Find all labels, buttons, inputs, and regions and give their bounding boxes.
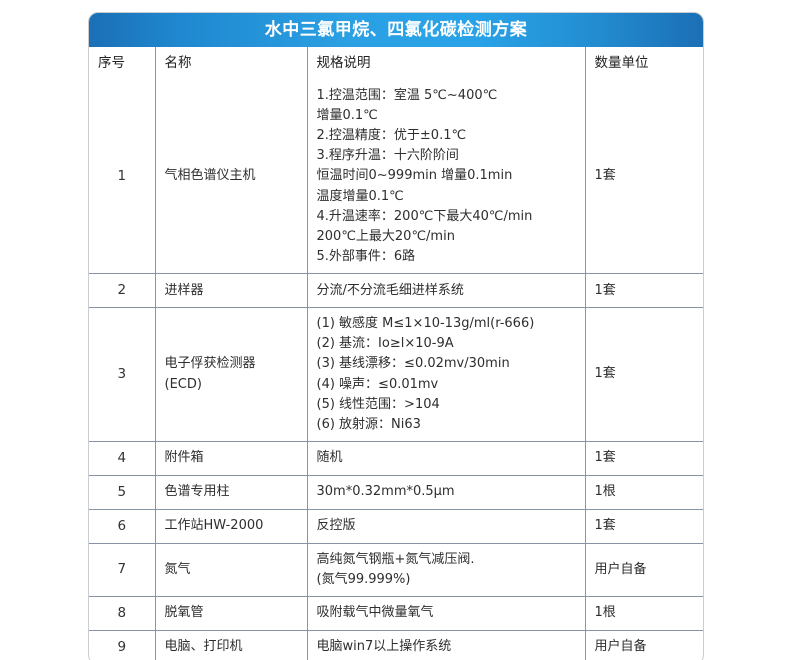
cell-no: 1 bbox=[89, 79, 156, 275]
table-header: 序号 名称 规格说明 数量单位 bbox=[89, 47, 703, 80]
cell-no: 7 bbox=[89, 542, 156, 598]
cell-name: 进样器 bbox=[154, 273, 308, 309]
table-row: 5 色谱专用柱 30m*0.32mm*0.5μm 1根 bbox=[89, 474, 703, 510]
cell-spec: 反控版 bbox=[306, 508, 586, 544]
table-row: 1 气相色谱仪主机 1.控温范围：室温 5℃~400℃ 增量0.1℃ 2.控温精度：… bbox=[89, 79, 703, 275]
table-row: 4 附件箱 随机 1套 bbox=[89, 440, 703, 476]
cell-name: 电脑、打印机 bbox=[154, 629, 308, 660]
table-row: 8 脱氧管 吸附载气中微量氧气 1根 bbox=[89, 596, 703, 631]
cell-no: 5 bbox=[89, 474, 156, 510]
cell-qty: 用户自备 bbox=[584, 542, 703, 598]
table-row: 9 电脑、打印机 电脑win7以上操作系统 用户自备 bbox=[89, 629, 703, 660]
cell-spec: 高纯氮气钢瓶+氮气减压阀. (氮气99.999%) bbox=[306, 542, 586, 598]
cell-name: 脱氧管 bbox=[154, 596, 308, 631]
cell-no: 9 bbox=[89, 629, 156, 660]
table-body: 1 气相色谱仪主机 1.控温范围：室温 5℃~400℃ 增量0.1℃ 2.控温精度：… bbox=[89, 79, 703, 660]
cell-name: 工作站HW-2000 bbox=[154, 508, 308, 544]
cell-no: 2 bbox=[89, 273, 156, 309]
cell-no: 3 bbox=[89, 307, 156, 442]
column-header-spec: 规格说明 bbox=[306, 47, 586, 80]
cell-qty: 1套 bbox=[584, 508, 703, 544]
specification-table: 序号 名称 规格说明 数量单位 1 气相色谱仪主机 1.控温范围：室温 5℃~400… bbox=[89, 47, 703, 660]
cell-qty: 用户自备 bbox=[584, 629, 703, 660]
column-header-qty: 数量单位 bbox=[584, 47, 703, 80]
column-header-no: 序号 bbox=[89, 47, 156, 80]
cell-name: 附件箱 bbox=[154, 440, 308, 476]
cell-qty: 1套 bbox=[584, 307, 703, 442]
table-row: 2 进样器 分流/不分流毛细进样系统 1套 bbox=[89, 273, 703, 309]
cell-spec: (1) 敏感度 M≤1×10-13g/ml(r-666) (2) 基流：Io≥l… bbox=[306, 307, 586, 442]
cell-qty: 1套 bbox=[584, 440, 703, 476]
cell-name: 电子俘获检测器 (ECD) bbox=[154, 307, 308, 442]
cell-qty: 1套 bbox=[584, 79, 703, 275]
cell-name: 气相色谱仪主机 bbox=[154, 79, 308, 275]
column-header-name: 名称 bbox=[154, 47, 308, 80]
cell-no: 6 bbox=[89, 508, 156, 544]
cell-qty: 1套 bbox=[584, 273, 703, 309]
cell-name: 氮气 bbox=[154, 542, 308, 598]
card-title: 水中三氯甲烷、四氯化碳检测方案 bbox=[89, 13, 703, 47]
cell-qty: 1根 bbox=[584, 596, 703, 631]
table-row: 3 电子俘获检测器 (ECD) (1) 敏感度 M≤1×10-13g/ml(r-66… bbox=[89, 307, 703, 442]
cell-spec: 吸附载气中微量氧气 bbox=[306, 596, 586, 631]
cell-name: 色谱专用柱 bbox=[154, 474, 308, 510]
cell-no: 8 bbox=[89, 596, 156, 631]
cell-no: 4 bbox=[89, 440, 156, 476]
specification-card: 水中三氯甲烷、四氯化碳检测方案 序号 名称 规格说明 数量单位 1 气相色谱仪主机… bbox=[88, 12, 704, 660]
cell-qty: 1根 bbox=[584, 474, 703, 510]
cell-spec: 电脑win7以上操作系统 bbox=[306, 629, 586, 660]
cell-spec: 随机 bbox=[306, 440, 586, 476]
cell-spec: 分流/不分流毛细进样系统 bbox=[306, 273, 586, 309]
table-row: 7 氮气 高纯氮气钢瓶+氮气减压阀. (氮气99.999%) 用户自备 bbox=[89, 542, 703, 598]
cell-spec: 30m*0.32mm*0.5μm bbox=[306, 474, 586, 510]
cell-spec: 1.控温范围：室温 5℃~400℃ 增量0.1℃ 2.控温精度：优于±0.1℃ … bbox=[306, 79, 586, 275]
table-header-row: 序号 名称 规格说明 数量单位 bbox=[89, 47, 703, 80]
table-row: 6 工作站HW-2000 反控版 1套 bbox=[89, 508, 703, 544]
